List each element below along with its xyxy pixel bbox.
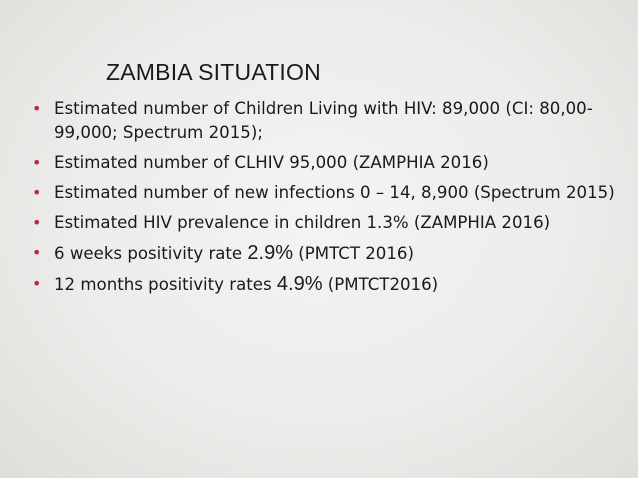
bullet-text-post: (PMTCT 2016) [293, 244, 414, 263]
bullet-icon: • [32, 183, 42, 202]
bullet-text: Estimated HIV prevalence in children 1.3… [54, 213, 551, 232]
bullet-text: Estimated number of CLHIV 95,000 (ZAMPHI… [54, 153, 489, 172]
bullet-item: • Estimated HIV prevalence in children 1… [30, 211, 620, 235]
bullet-icon: • [32, 99, 42, 118]
bullet-text-pre: 12 months positivity rates [54, 275, 277, 294]
slide-title: ZAMBIA SITUATION [106, 59, 321, 85]
bullet-highlight-value: 2.9% [247, 242, 294, 264]
bullet-icon: • [32, 153, 42, 172]
bullet-item: • 6 weeks positivity rate 2.9% (PMTCT 20… [30, 241, 620, 266]
bullet-text-post: (PMTCT2016) [322, 275, 439, 294]
bullet-icon: • [32, 243, 42, 262]
bullet-item: • Estimated number of Children Living wi… [30, 97, 620, 145]
bullet-icon: • [32, 213, 42, 232]
bullet-text: Estimated number of Children Living with… [54, 99, 593, 142]
bullet-item: • Estimated number of CLHIV 95,000 (ZAMP… [30, 151, 620, 175]
bullet-item: • Estimated number of new infections 0 –… [30, 181, 620, 205]
bullet-text: Estimated number of new infections 0 – 1… [54, 183, 615, 202]
bullet-item: • 12 months positivity rates 4.9% (PMTCT… [30, 272, 620, 297]
bullet-highlight-value: 4.9% [276, 273, 323, 295]
bullet-list: • Estimated number of Children Living wi… [30, 97, 620, 303]
bullet-text-pre: 6 weeks positivity rate [54, 244, 248, 263]
bullet-icon: • [32, 274, 42, 293]
